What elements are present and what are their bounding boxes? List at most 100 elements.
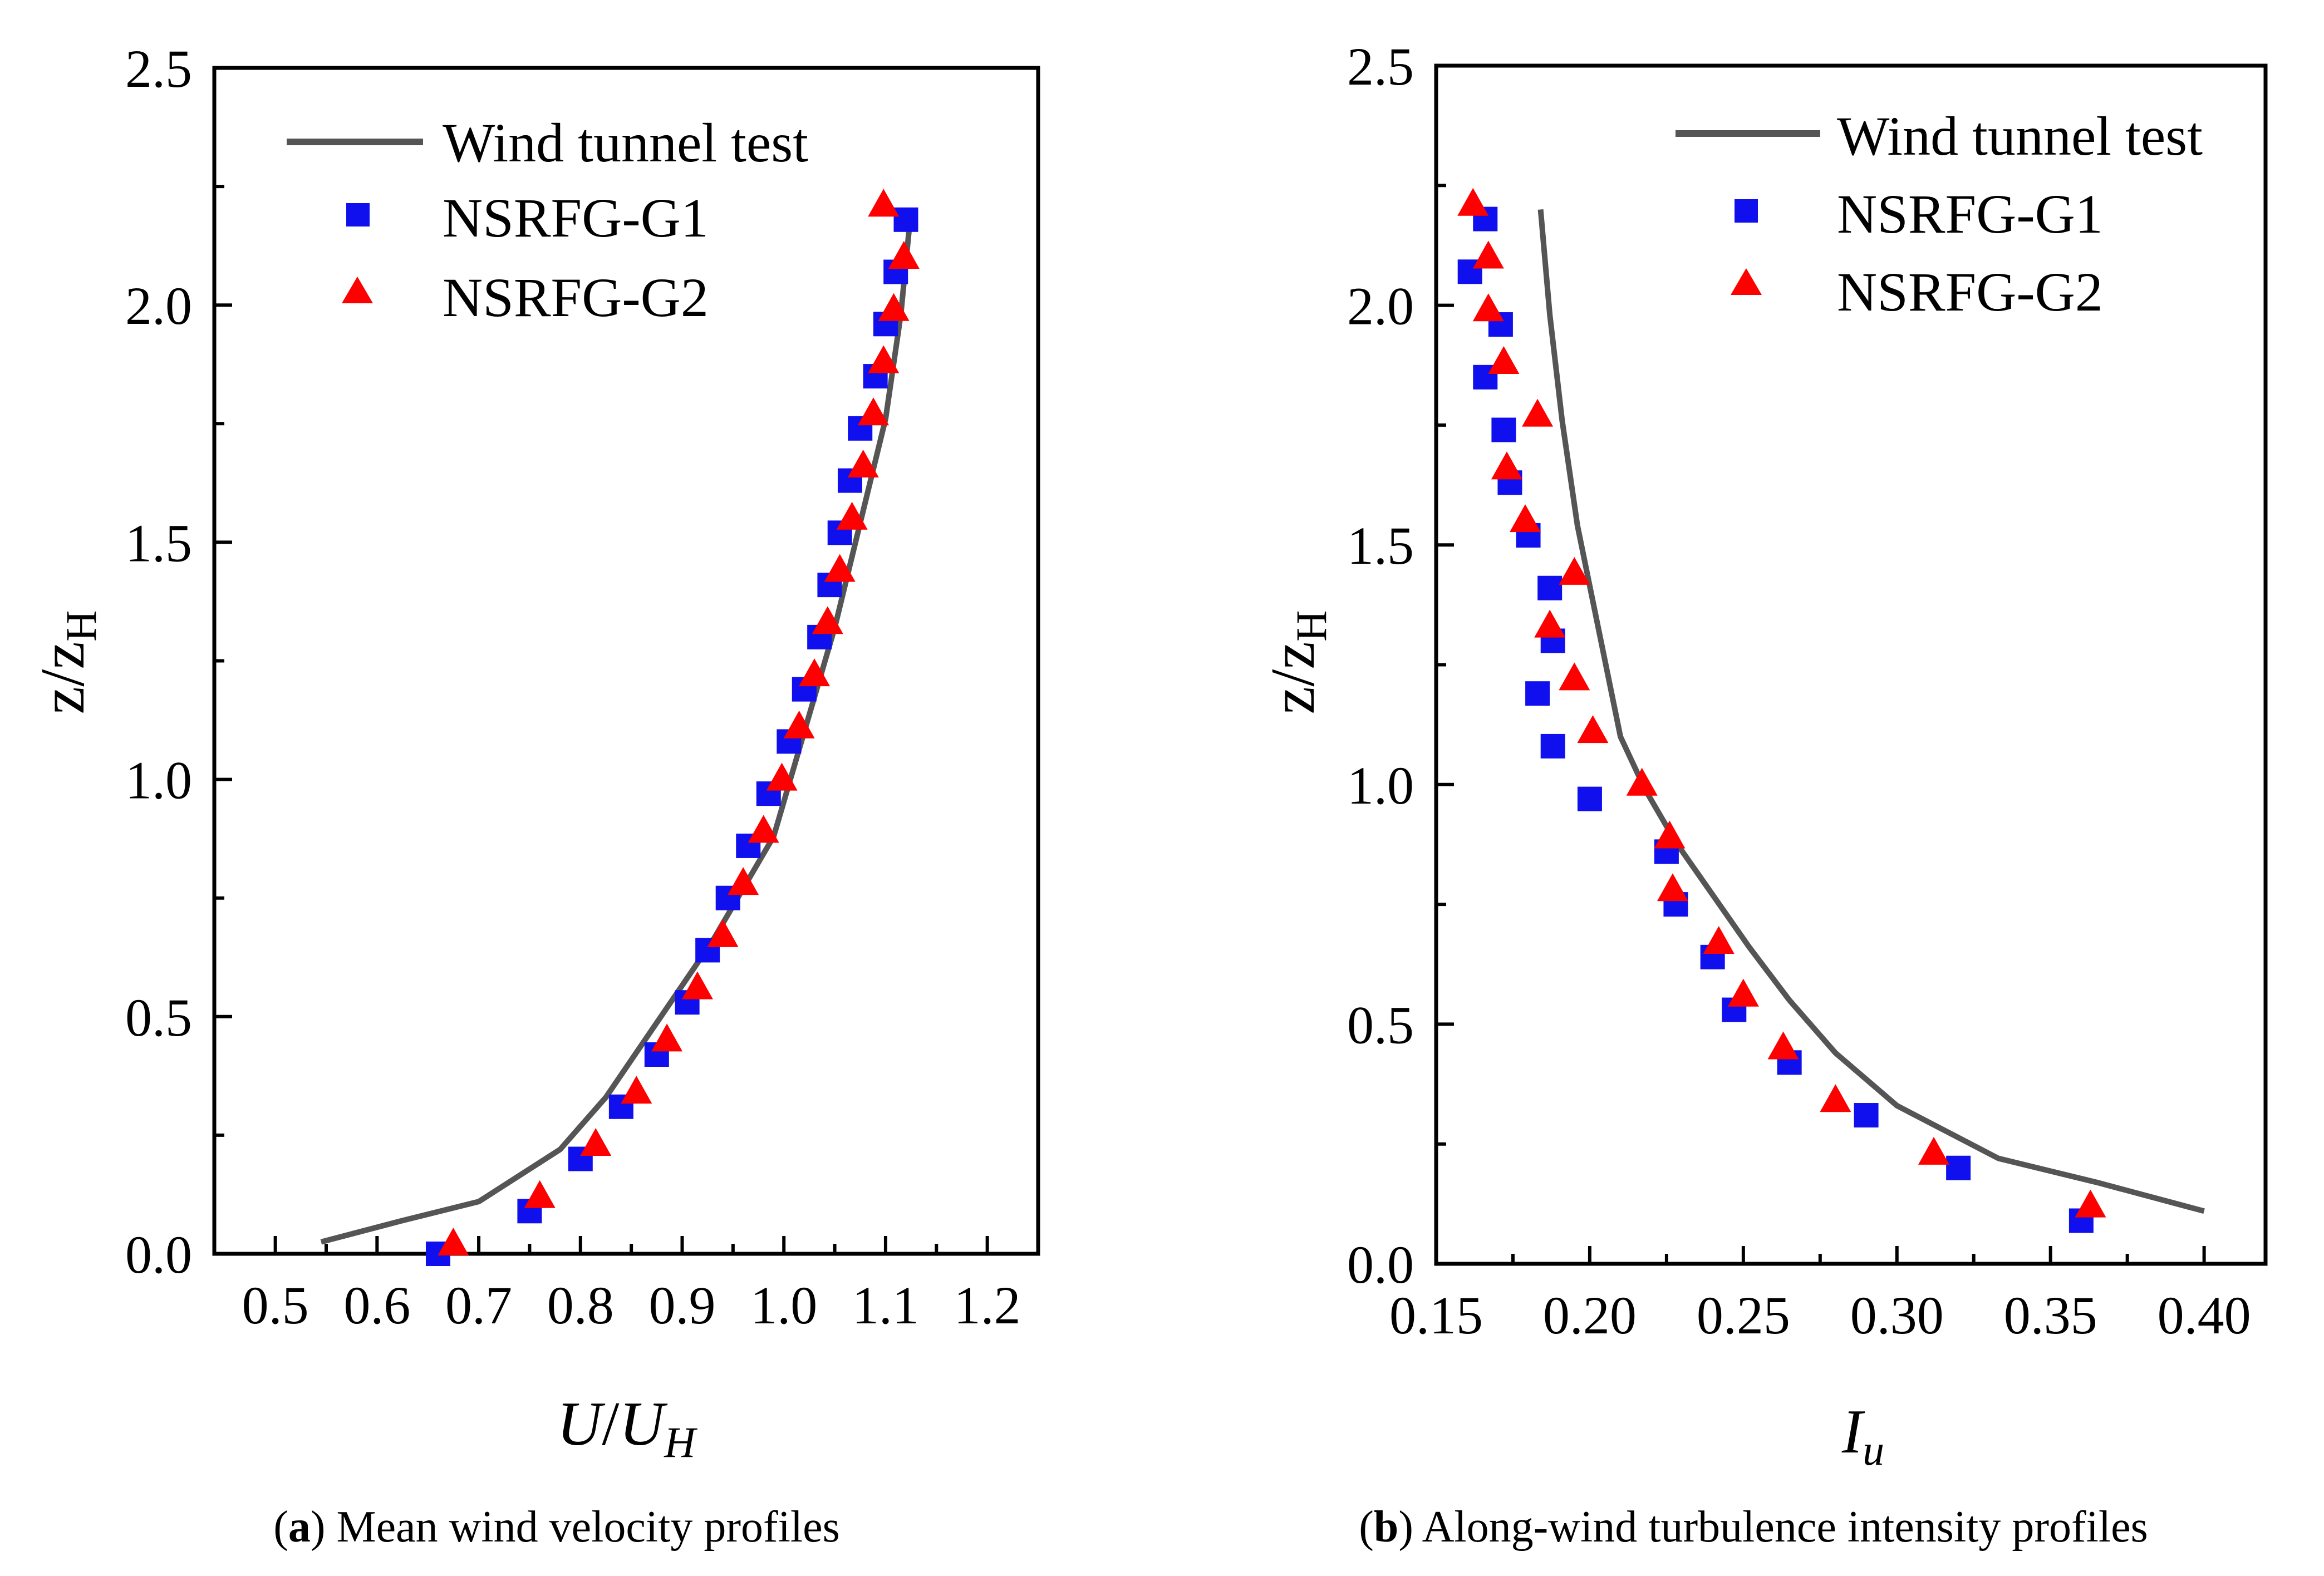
panel-a-legend-triangle-swatch (342, 277, 373, 303)
panel-b-x-tick-label: 0.40 (2158, 1286, 2251, 1345)
panel-b-g2-point (1626, 767, 1658, 796)
panel-a-legend-label-g2: NSRFG-G2 (443, 267, 709, 328)
panel-b-ticks: 0.15 0.20 0.25 0.30 0.35 0.40 0.0 0.5 1.0 1.5 2.0 2… (1347, 37, 2251, 1345)
panel-b-g2-point (1559, 556, 1590, 585)
panel-b-g2-point (1510, 504, 1541, 533)
panel-a-g2-point (878, 293, 910, 321)
panel-b-g2-point (1657, 873, 1688, 902)
panel-a-g2-point (836, 501, 868, 530)
panel-a-g2-point (868, 345, 900, 373)
panel-b-g2-point (1577, 715, 1609, 743)
panel-a-legend-label-g1: NSRFG-G1 (443, 187, 709, 249)
panel-a-g1-point (893, 207, 918, 232)
panel-a-y-tick-label: 1.5 (125, 513, 192, 573)
panel-a-points-layer (425, 189, 920, 1266)
panel-a-x-tick-label: 0.6 (343, 1275, 410, 1335)
panel-b-g2-point (1559, 662, 1590, 691)
panel-b-g1-point (1577, 786, 1602, 811)
panel-b-x-axis-title: Iu (1841, 1397, 1884, 1474)
panel-b-g1-point (1537, 575, 1563, 600)
panel-b-legend-label-g2: NSRFG-G2 (1837, 261, 2103, 323)
panel-b-caption: (b) Along-wind turbulence intensity prof… (1359, 1503, 2148, 1552)
panel-b-points-layer (1457, 188, 2106, 1233)
panel-b-g1-point (1491, 417, 1516, 442)
panel-a-g2-point (681, 971, 713, 999)
panel-a-y-tick-label: 2.0 (125, 276, 192, 336)
panel-b-g2-point (1703, 925, 1735, 954)
panel-a: 0.5 0.6 0.7 0.8 0.9 1.0 1.1 1.2 0.0 0.5 1.0 1.5 2.0 2… (28, 39, 1040, 1552)
panel-b-legend: Wind tunnel test NSRFG-G1 NSRFG-G2 (1676, 105, 2203, 323)
panel-a-g2-point (783, 710, 815, 738)
panel-b-x-tick-label: 0.25 (1697, 1286, 1790, 1345)
panel-a-g2-point (888, 240, 920, 269)
panel-b-y-tick-label: 1.0 (1347, 756, 1414, 815)
panel-a-legend: Wind tunnel test NSRFG-G1 NSRFG-G2 (287, 112, 808, 328)
panel-b-g2-point (1727, 978, 1759, 1007)
panel-b-y-tick-label: 0.0 (1347, 1235, 1414, 1294)
panel-a-g2-point (868, 189, 900, 217)
panel-a-g2-point (748, 815, 779, 843)
panel-a-x-tick-label: 1.1 (852, 1275, 919, 1335)
panel-b-g2-point (2075, 1189, 2106, 1218)
panel-a-x-tick-label: 0.5 (242, 1275, 309, 1335)
panel-b-legend-label-wind-tunnel: Wind tunnel test (1837, 105, 2203, 167)
panel-b-g2-point (1491, 451, 1522, 480)
panel-a-legend-label-wind-tunnel: Wind tunnel test (443, 112, 808, 174)
panel-b-g2-point (1654, 820, 1686, 849)
panel-b-g2-point (1472, 293, 1504, 322)
panel-b-line-layer (1537, 209, 2205, 1214)
panel-b-g2-point (1457, 188, 1489, 216)
panel-a-ticks: 0.5 0.6 0.7 0.8 0.9 1.0 1.1 1.2 0.0 0.5 1.0 1.5 2.0 2… (125, 39, 1021, 1335)
panel-a-g2-point (858, 397, 889, 426)
panel-a-g2-point (824, 554, 856, 582)
panel-b-y-tick-label: 0.5 (1347, 995, 1414, 1055)
panel-b-g2-point (1472, 240, 1504, 269)
panel-a-g2-point (651, 1023, 683, 1052)
panel-a-g2-point (799, 658, 831, 687)
panel-a-legend-square-swatch (346, 203, 370, 226)
panel-a-g2-point (580, 1127, 612, 1156)
panel-a-g2-point (728, 867, 759, 895)
panel-b-wind-tunnel-line (1537, 209, 2205, 1214)
panel-a-g2-point (707, 919, 739, 947)
panel-b-legend-label-g1: NSRFG-G1 (1837, 183, 2103, 245)
panel-a-g2-point (812, 606, 843, 634)
panel-b-g2-point (1488, 346, 1520, 374)
panel-b-x-tick-label: 0.35 (2004, 1286, 2097, 1345)
panel-b: 0.15 0.20 0.25 0.30 0.35 0.40 0.0 0.5 1.0 1.5 2.0 2… (1259, 37, 2268, 1552)
panel-b-g1-point (1525, 681, 1550, 706)
panel-b-g2-point (1534, 609, 1566, 638)
panel-b-x-tick-label: 0.20 (1543, 1286, 1637, 1345)
panel-b-y-tick-label: 1.5 (1347, 516, 1414, 575)
panel-b-x-tick-label: 0.15 (1389, 1286, 1483, 1345)
panel-a-x-tick-label: 1.2 (954, 1275, 1021, 1335)
panel-a-y-tick-label: 0.0 (125, 1225, 192, 1284)
panel-b-g1-point (1946, 1155, 1971, 1180)
panel-b-g1-point (1540, 733, 1565, 759)
panel-a-g2-point (847, 450, 879, 478)
panel-a-g2-point (438, 1227, 469, 1255)
panel-a-caption: (a) Mean wind velocity profiles (273, 1503, 840, 1552)
panel-a-g2-point (621, 1076, 652, 1104)
panel-b-y-tick-label: 2.0 (1347, 277, 1414, 336)
panel-b-g1-point (1854, 1103, 1879, 1128)
panel-b-legend-triangle-swatch (1731, 268, 1762, 295)
panel-b-legend-square-swatch (1735, 199, 1758, 223)
panel-a-y-tick-label: 1.0 (125, 751, 192, 810)
panel-a-g2-point (524, 1180, 556, 1208)
panel-a-y-axis-title: z/zH (28, 610, 105, 715)
panel-b-y-tick-label: 2.5 (1347, 37, 1414, 96)
panel-a-x-tick-label: 0.8 (547, 1275, 614, 1335)
panel-a-x-axis-title: U/UH (557, 1390, 697, 1466)
panel-a-x-tick-label: 0.9 (648, 1275, 715, 1335)
panel-b-g2-point (1522, 398, 1554, 427)
panel-b-x-tick-label: 0.30 (1850, 1286, 1944, 1345)
panel-b-g2-point (1918, 1136, 1949, 1165)
panel-a-y-tick-label: 0.5 (125, 988, 192, 1047)
panel-a-g2-point (766, 762, 798, 791)
panel-a-x-tick-label: 1.0 (750, 1275, 817, 1335)
panel-a-y-tick-label: 2.5 (125, 39, 192, 98)
panel-b-g2-point (1820, 1084, 1851, 1112)
panel-b-g2-point (1767, 1031, 1799, 1060)
